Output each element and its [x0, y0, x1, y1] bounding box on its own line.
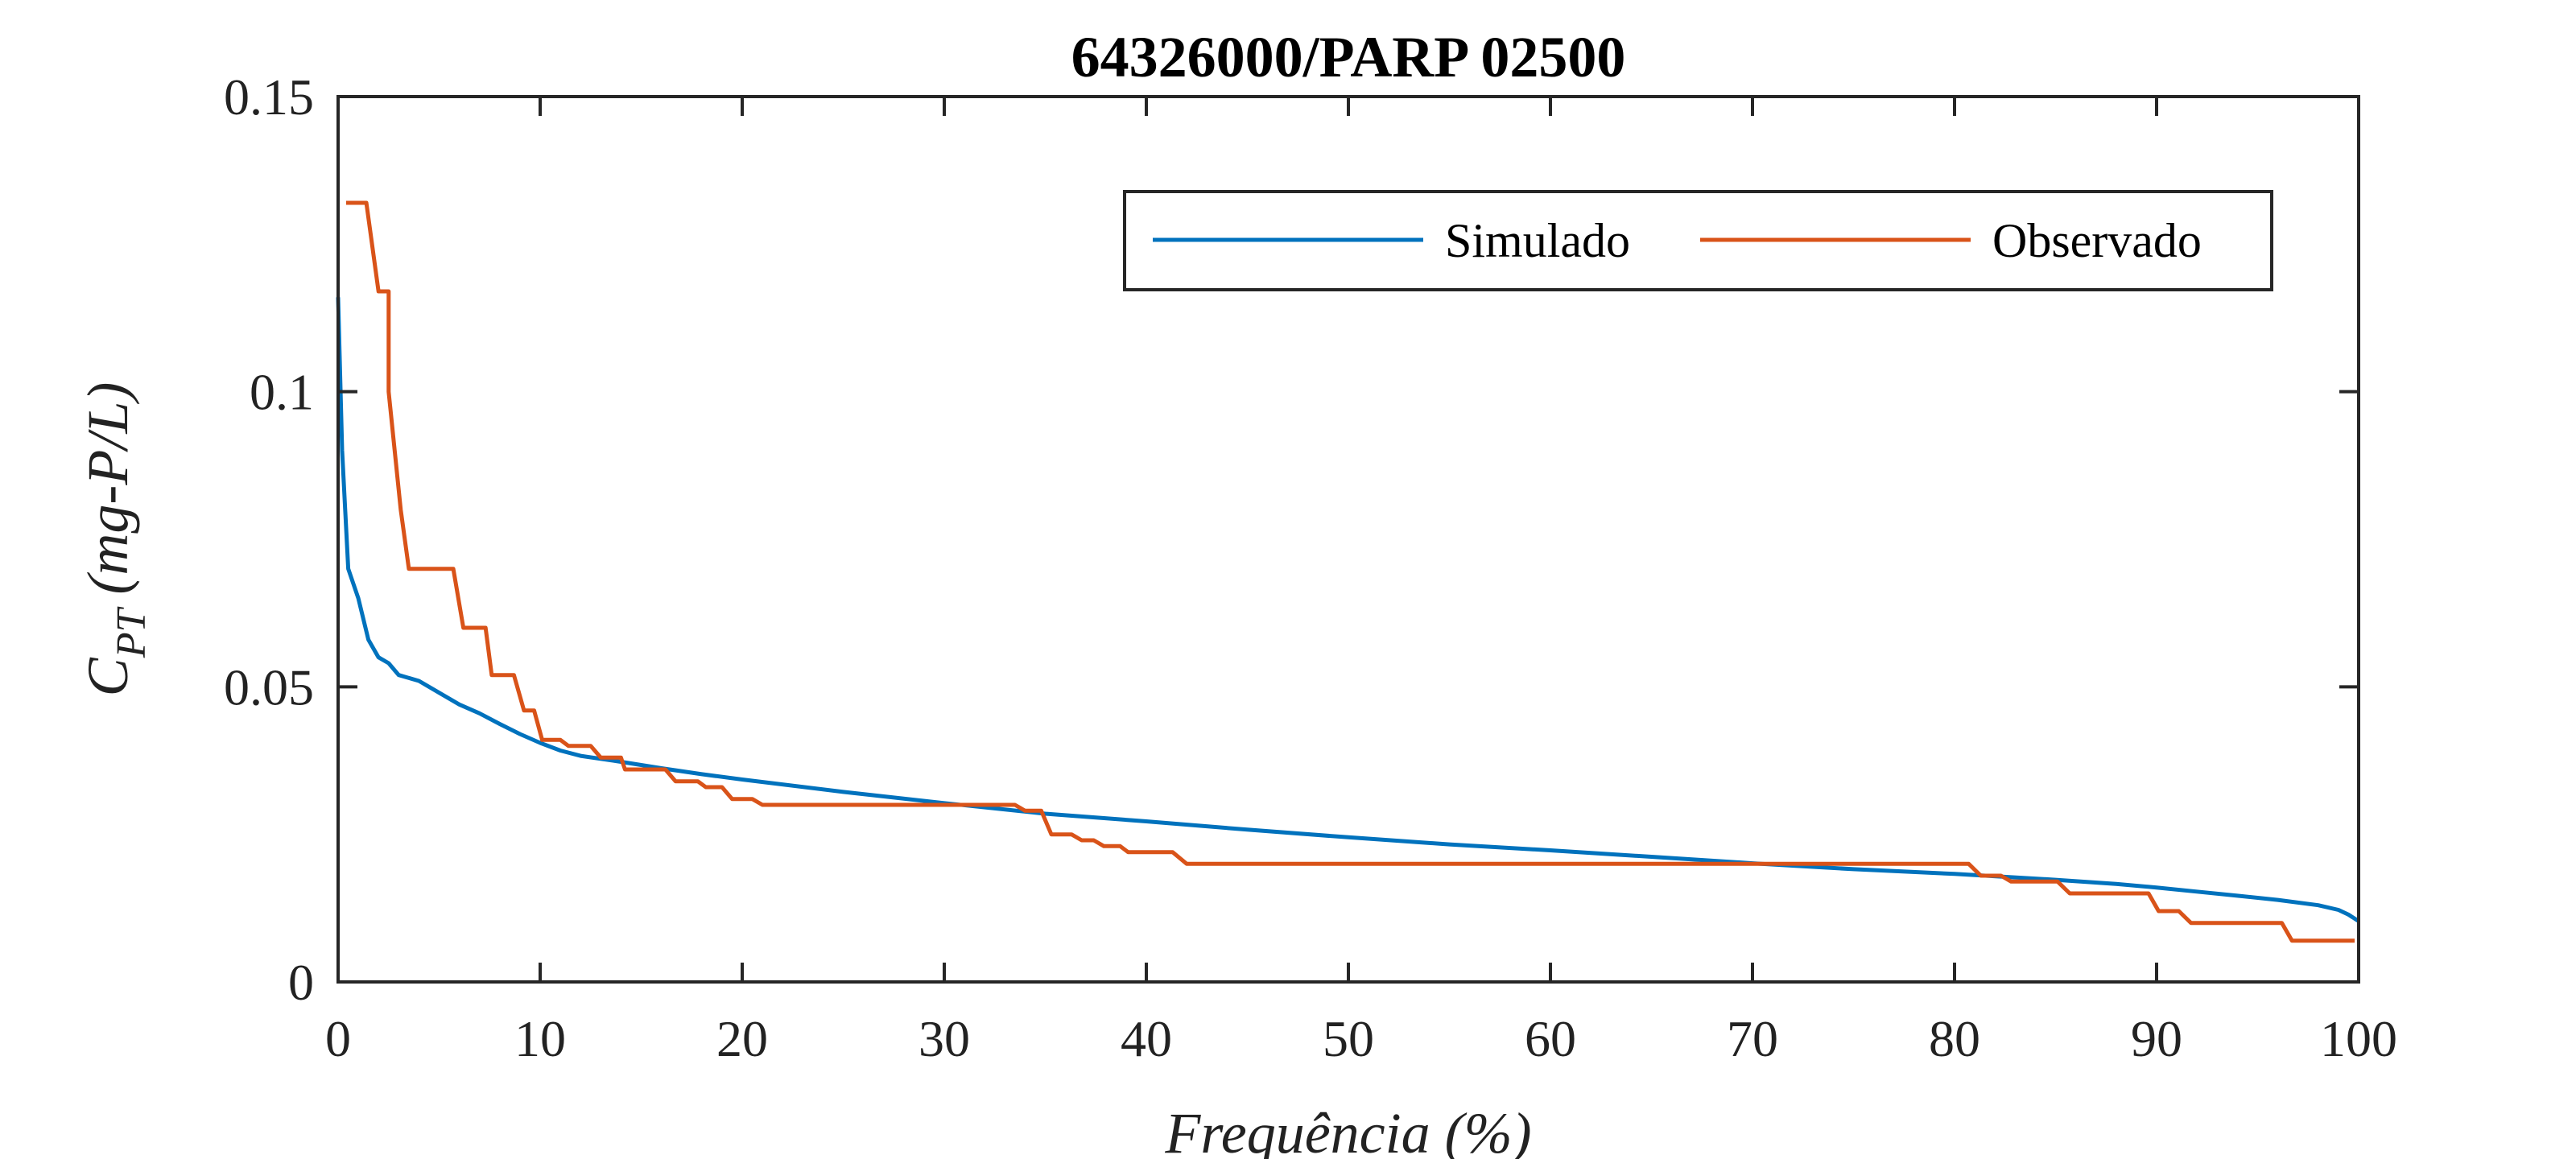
x-tick-label: 80: [1929, 1010, 1980, 1067]
y-tick-label: 0.05: [224, 658, 314, 716]
tick-layer: 0 10 20 30 40 50 60 70 80 90 100 0 0.05 0.1 0.15: [224, 68, 2397, 1067]
y-axis-label: CPT (mg-P/L): [76, 382, 155, 697]
x-tick-label: 0: [325, 1010, 351, 1067]
y-axis-label-rest: (mg-P/L): [76, 382, 140, 609]
y-axis-label-sub: PT: [109, 607, 155, 659]
x-tick-label: 60: [1525, 1010, 1576, 1067]
x-tick-label: 30: [919, 1010, 970, 1067]
x-tick-label: 20: [716, 1010, 768, 1067]
y-tick-label: 0.1: [250, 364, 314, 421]
x-tick-label: 50: [1323, 1010, 1374, 1067]
x-tick-label: 40: [1121, 1010, 1172, 1067]
x-tick-label: 70: [1727, 1010, 1778, 1067]
y-axis-label-main: C: [76, 657, 140, 696]
legend-label-observado: Observado: [1992, 214, 2202, 267]
x-tick-label: 100: [2320, 1010, 2397, 1067]
series-line-observado: [346, 200, 2355, 943]
y-tick-label: 0.15: [224, 68, 314, 126]
series-layer: [336, 200, 2360, 943]
x-tick-label: 90: [2131, 1010, 2182, 1067]
series-line-simulado: [336, 297, 2360, 923]
chart-title: 64326000/PARP 02500: [1071, 25, 1626, 89]
x-axis-label: Frequência (%): [1164, 1101, 1531, 1159]
y-tick-label: 0: [288, 954, 314, 1011]
legend-label-simulado: Simulado: [1445, 214, 1630, 267]
x-tick-label: 10: [514, 1010, 566, 1067]
legend: Simulado Observado: [1123, 190, 2273, 291]
